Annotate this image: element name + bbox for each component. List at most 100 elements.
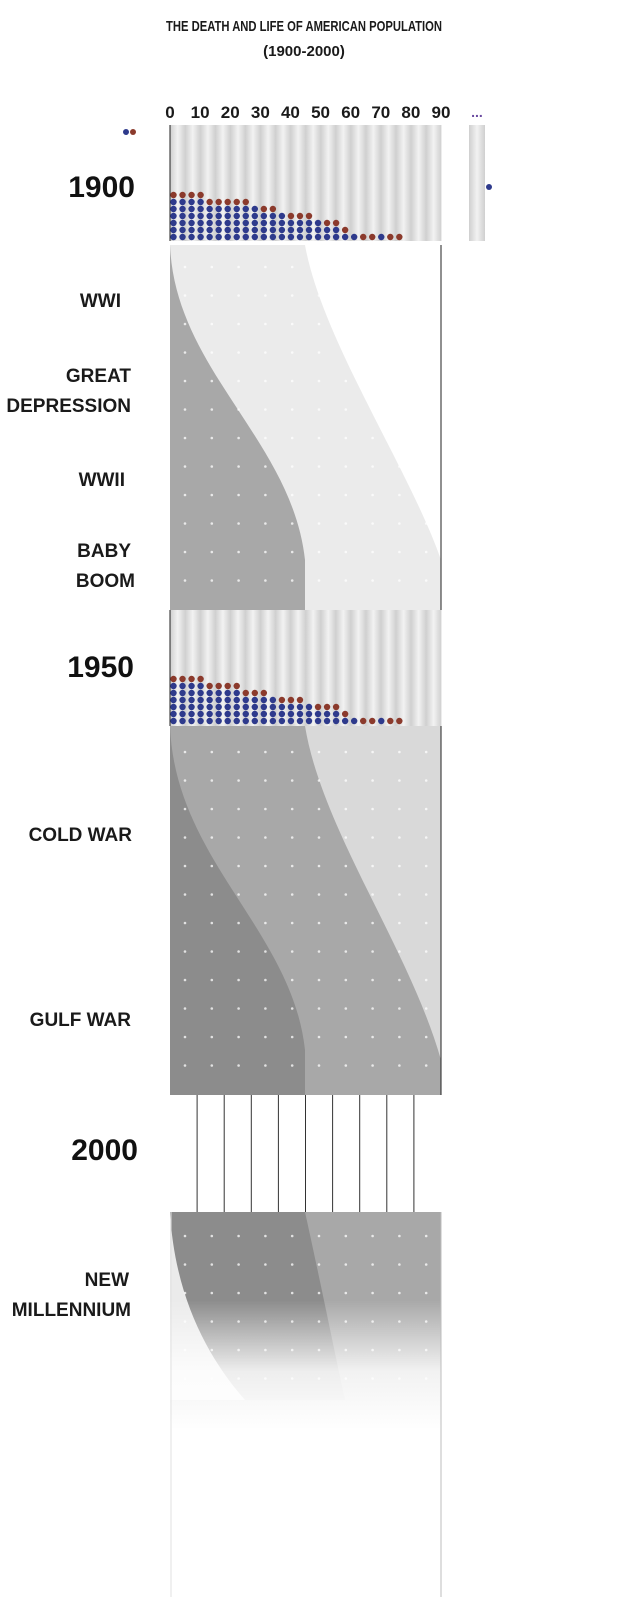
grid-dot	[317, 522, 321, 525]
grid-dot	[317, 351, 321, 354]
grid-dot	[183, 779, 187, 782]
grid-dot	[424, 550, 428, 554]
grid-dot	[317, 779, 321, 782]
grid-dot	[237, 579, 240, 582]
year-label-1900: 1900	[68, 171, 135, 204]
band-column	[335, 125, 352, 241]
male-dot	[170, 682, 177, 690]
male-dot	[287, 717, 295, 725]
grid-dot	[264, 436, 267, 440]
male-dot	[350, 233, 358, 241]
grid-dot	[237, 265, 240, 269]
grid-dot	[290, 265, 294, 269]
grid-dot	[317, 1263, 321, 1266]
grid-dot	[424, 322, 428, 326]
side-scroll-column[interactable]	[469, 125, 485, 241]
grid-dot	[210, 522, 214, 525]
male-dot	[179, 198, 186, 206]
grid-dot	[344, 978, 348, 982]
grid-dot	[371, 1234, 374, 1238]
grid-dot	[424, 408, 428, 411]
grid-dot	[371, 265, 374, 269]
male-dot	[287, 710, 295, 718]
grid-dot	[398, 436, 401, 440]
male-dot	[179, 233, 186, 241]
male-dot	[251, 703, 258, 711]
grid-dot	[237, 978, 240, 982]
flow-section-1950-2000	[170, 726, 441, 1095]
female-dot	[242, 198, 249, 206]
grid-dot	[237, 493, 240, 497]
grid-dot	[398, 322, 401, 326]
grid-dot	[237, 522, 240, 525]
grid-dot	[264, 1007, 267, 1010]
grid-dot	[290, 522, 294, 525]
grid-dot	[237, 1263, 240, 1266]
era-label-great: GREAT	[66, 366, 131, 387]
grid-dot	[424, 1234, 428, 1238]
grid-dot	[290, 1291, 294, 1295]
grid-dot	[371, 522, 374, 525]
band-column	[350, 125, 367, 241]
female-dot	[323, 703, 331, 711]
female-dot	[260, 689, 268, 697]
grid-dot	[210, 950, 214, 953]
male-dot	[305, 226, 313, 234]
year-label-1950: 1950	[67, 651, 134, 684]
grid-dot	[371, 1035, 374, 1039]
male-dot	[314, 219, 322, 227]
band-column	[395, 610, 412, 726]
male-dot	[278, 717, 286, 725]
era-label-wwi: WWI	[80, 291, 121, 312]
band-column	[380, 610, 397, 726]
legend-female-dot	[130, 129, 136, 135]
grid-dot	[398, 522, 401, 525]
female-dot	[215, 682, 222, 690]
female-dot	[305, 212, 313, 220]
band-column	[410, 125, 427, 241]
grid-dot	[344, 1064, 348, 1067]
grid-dot	[317, 1035, 321, 1039]
female-dot	[179, 675, 186, 683]
grid-dot	[264, 950, 267, 953]
male-dot	[215, 710, 222, 718]
male-dot	[188, 717, 195, 725]
male-dot	[323, 226, 331, 234]
male-dot	[188, 226, 195, 234]
female-dot	[341, 226, 349, 234]
female-dot	[179, 191, 186, 199]
band-column	[200, 125, 216, 241]
grid-dot	[398, 1234, 401, 1238]
male-dot	[170, 212, 177, 220]
flow-section-new-millennium	[170, 1212, 441, 1597]
male-dot	[305, 703, 313, 711]
year-gap-lines-2000	[196, 1095, 415, 1212]
male-dot	[251, 233, 258, 241]
grid-dot	[183, 1007, 187, 1010]
grid-dot	[210, 550, 214, 554]
x-tick-label-70: 70	[371, 103, 390, 122]
male-dot	[260, 219, 268, 227]
female-dot	[287, 696, 295, 704]
grid-dot	[290, 465, 294, 468]
male-dot	[179, 219, 186, 227]
grid-dot	[344, 893, 348, 896]
grid-dot	[424, 1064, 428, 1067]
male-dot	[233, 212, 240, 220]
grid-dot	[290, 1007, 294, 1010]
male-dot	[224, 717, 231, 725]
male-dot	[215, 696, 222, 704]
grid-dot	[183, 493, 187, 497]
band-column	[335, 610, 352, 726]
male-dot	[305, 710, 313, 718]
female-dot	[215, 198, 222, 206]
male-dot	[323, 717, 331, 725]
side-scroll-marker	[486, 184, 492, 190]
male-dot	[197, 696, 204, 704]
grid-dot	[371, 550, 374, 554]
grid-dot	[371, 322, 374, 326]
male-dot	[197, 198, 204, 206]
grid-dot	[371, 893, 374, 896]
grid-dot	[398, 579, 401, 582]
